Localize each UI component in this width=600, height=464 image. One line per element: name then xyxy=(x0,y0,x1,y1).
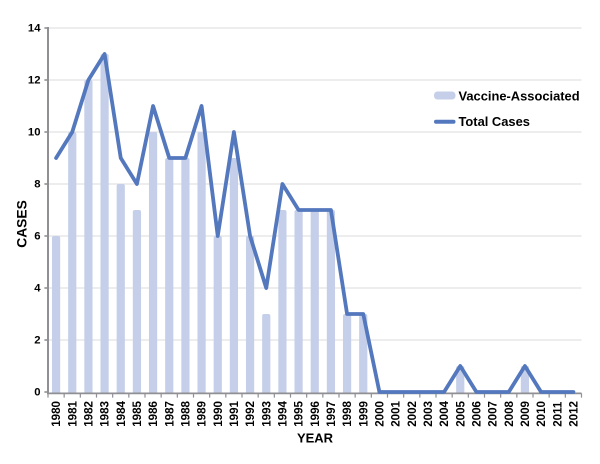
svg-text:2007: 2007 xyxy=(487,401,500,427)
svg-text:1991: 1991 xyxy=(228,400,241,426)
svg-text:1984: 1984 xyxy=(115,400,128,426)
svg-text:1999: 1999 xyxy=(357,400,370,426)
svg-text:1980: 1980 xyxy=(50,401,63,427)
svg-text:2: 2 xyxy=(34,335,40,347)
svg-text:1995: 1995 xyxy=(293,400,306,426)
svg-text:2002: 2002 xyxy=(406,401,419,427)
svg-text:1985: 1985 xyxy=(131,400,144,426)
svg-text:1994: 1994 xyxy=(277,400,290,426)
svg-text:1983: 1983 xyxy=(99,400,112,426)
svg-text:1997: 1997 xyxy=(325,401,338,427)
svg-text:2008: 2008 xyxy=(503,400,516,426)
svg-text:2006: 2006 xyxy=(471,400,484,426)
svg-text:2000: 2000 xyxy=(374,401,387,427)
svg-text:12: 12 xyxy=(28,75,41,87)
svg-text:1998: 1998 xyxy=(341,400,354,426)
svg-text:2011: 2011 xyxy=(551,401,564,427)
svg-text:1987: 1987 xyxy=(163,401,176,427)
svg-text:2004: 2004 xyxy=(438,400,451,426)
svg-text:2010: 2010 xyxy=(535,401,548,427)
svg-text:2012: 2012 xyxy=(568,401,581,427)
svg-text:1989: 1989 xyxy=(196,400,209,426)
svg-text:2005: 2005 xyxy=(454,400,467,426)
svg-text:8: 8 xyxy=(34,179,40,191)
svg-text:10: 10 xyxy=(28,127,41,139)
svg-text:1992: 1992 xyxy=(244,401,257,427)
svg-text:1981: 1981 xyxy=(66,400,79,426)
svg-text:1988: 1988 xyxy=(180,400,193,426)
svg-text:CASES: CASES xyxy=(15,200,30,248)
svg-text:2009: 2009 xyxy=(519,400,532,426)
svg-text:1990: 1990 xyxy=(212,401,225,427)
svg-text:1993: 1993 xyxy=(260,400,273,426)
svg-text:6: 6 xyxy=(34,231,40,243)
svg-text:1986: 1986 xyxy=(147,400,160,426)
svg-text:2001: 2001 xyxy=(390,400,403,426)
svg-text:14: 14 xyxy=(28,23,41,35)
svg-text:4: 4 xyxy=(34,283,41,295)
svg-text:1996: 1996 xyxy=(309,400,322,426)
svg-text:0: 0 xyxy=(34,387,40,399)
svg-text:Total Cases: Total Cases xyxy=(459,114,530,129)
svg-text:Vaccine-Associated: Vaccine-Associated xyxy=(459,89,580,104)
svg-text:2003: 2003 xyxy=(422,400,435,426)
svg-text:1982: 1982 xyxy=(83,401,96,427)
svg-text:YEAR: YEAR xyxy=(297,431,334,446)
